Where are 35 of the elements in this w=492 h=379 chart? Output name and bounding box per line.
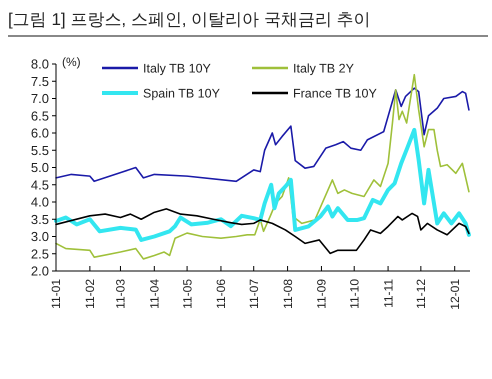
y-tick-label: 5.5 bbox=[30, 142, 49, 158]
y-tick-label: 7.0 bbox=[30, 91, 49, 106]
x-tick-label: 11-04 bbox=[148, 278, 162, 309]
y-tick-label: 6.5 bbox=[30, 108, 49, 124]
x-tick-label: 11-06 bbox=[214, 278, 228, 309]
y-tick-label: 5.0 bbox=[30, 160, 49, 176]
y-axis-title: (%) bbox=[62, 55, 81, 69]
y-tick-label: 6.0 bbox=[30, 126, 49, 141]
x-tick-label: 11-12 bbox=[414, 278, 428, 309]
chart-title: [그림 1] 프랑스, 스페인, 이탈리아 국채금리 추이 bbox=[8, 10, 371, 29]
line-series bbox=[54, 128, 471, 242]
legend-label: Spain TB 10Y bbox=[143, 86, 221, 100]
y-tick-label: 4.5 bbox=[30, 177, 49, 192]
x-tick-label: 11-09 bbox=[314, 278, 329, 309]
x-tick-label: 11-07 bbox=[246, 278, 261, 309]
y-tick-label: 2.0 bbox=[30, 264, 49, 279]
y-tick-label: 8.0 bbox=[30, 56, 49, 72]
x-tick-label: 11-08 bbox=[280, 278, 295, 309]
legend-label: Italy TB 2Y bbox=[293, 61, 355, 76]
x-tick-label: 11-01 bbox=[49, 278, 64, 309]
line-series bbox=[55, 87, 470, 182]
x-tick-label: 11-10 bbox=[347, 278, 362, 309]
legend-label: Italy TB 10Y bbox=[143, 61, 212, 76]
y-tick-label: 7.5 bbox=[30, 74, 49, 89]
x-tick-label: 11-02 bbox=[83, 278, 98, 309]
line-series bbox=[55, 74, 470, 260]
legend-label: France TB 10Y bbox=[293, 86, 378, 100]
y-tick-label: 3.5 bbox=[30, 212, 49, 227]
x-tick-label: 11-03 bbox=[114, 278, 128, 309]
x-tick-label: 11-11 bbox=[381, 278, 396, 308]
y-tick-label: 2.5 bbox=[30, 246, 49, 262]
x-tick-label: 11-05 bbox=[180, 278, 194, 309]
y-tick-label: 4.0 bbox=[30, 194, 49, 210]
y-tick-label: 3.0 bbox=[30, 229, 49, 244]
x-tick-label: 12-01 bbox=[448, 278, 462, 310]
